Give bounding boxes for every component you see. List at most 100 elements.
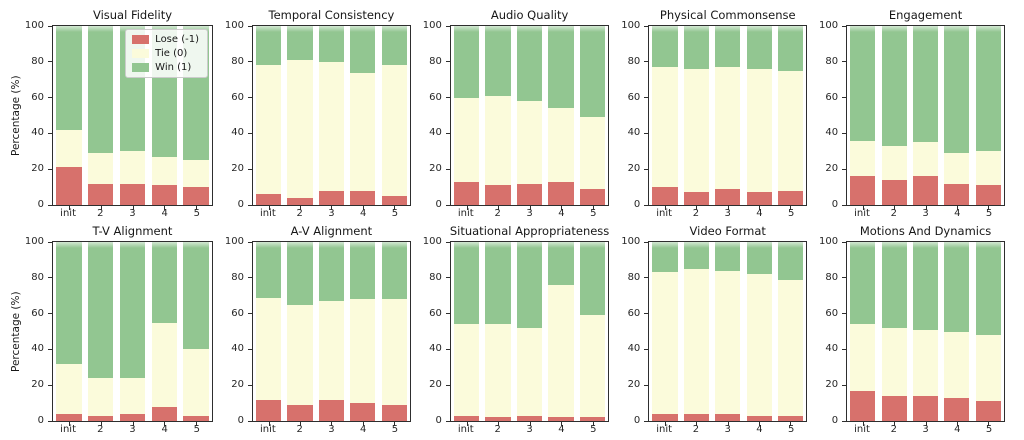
segment-tie — [944, 153, 970, 184]
bar-4 — [548, 242, 574, 421]
segment-lose — [652, 413, 678, 421]
segment-win — [912, 242, 939, 330]
x-tick-label: 5 — [788, 424, 795, 435]
bar-2 — [881, 242, 907, 421]
segment-win — [485, 242, 511, 325]
segment-win — [850, 242, 876, 325]
y-tick-label: 0 — [831, 415, 839, 426]
x-tick-mark — [759, 206, 761, 210]
segment-win — [746, 26, 772, 69]
segment-lose — [912, 176, 939, 205]
bar-5 — [381, 242, 407, 421]
plot-area: Percentage (%) 0 20 40 60 80 100 Lose (-1) Tie (… — [10, 20, 213, 210]
x-tick-mark — [759, 422, 761, 426]
x-tick-label: 3 — [922, 208, 929, 219]
y-tick-label: 40 — [429, 343, 442, 355]
segment-tie — [381, 299, 407, 405]
segment-lose — [746, 192, 772, 205]
bar-5 — [777, 26, 804, 205]
x-tick-mark — [164, 422, 166, 426]
segment-tie — [516, 101, 543, 184]
y-tick-mark — [842, 277, 847, 279]
x-tick-mark — [132, 206, 134, 210]
bar-2 — [485, 242, 511, 421]
x-tick-label: 5 — [788, 208, 795, 219]
subplot-audio-quality: Audio Quality 0 20 40 60 80 100 init 2 3 4 5 — [420, 6, 618, 222]
segment-win — [151, 242, 177, 323]
segment-win — [318, 242, 344, 302]
x-tick-mark — [196, 422, 198, 426]
bars-group — [451, 26, 608, 205]
segment-tie — [318, 301, 344, 400]
x-tick-mark — [790, 206, 792, 210]
y-tick-mark — [48, 204, 52, 206]
segment-lose — [318, 190, 344, 205]
x-tick-mark — [466, 206, 468, 210]
segment-tie — [579, 315, 606, 418]
y-tick-label: 0 — [237, 415, 244, 426]
y-tick-label: 80 — [231, 271, 244, 283]
segment-win — [350, 242, 376, 300]
segment-win — [683, 26, 709, 69]
y-tick-mark — [445, 132, 450, 134]
y-tick-label: 40 — [31, 343, 44, 355]
bars-group — [253, 26, 410, 205]
x-tick-label: 3 — [328, 208, 335, 219]
x-tick-mark — [498, 422, 500, 426]
segment-tie — [548, 108, 574, 182]
segment-tie — [56, 363, 82, 414]
bar-4 — [350, 26, 376, 205]
bars-group — [53, 26, 212, 205]
chart-title: Visual Fidelity — [92, 8, 173, 22]
segment-tie — [350, 72, 376, 191]
x-tick-mark — [68, 206, 70, 210]
segment-tie — [683, 68, 709, 193]
y-tick-label: 40 — [429, 127, 442, 139]
segment-lose — [151, 406, 177, 421]
segment-lose — [746, 415, 772, 421]
segment-lose — [579, 188, 606, 205]
y-tick-mark — [248, 132, 252, 134]
segment-win — [516, 26, 543, 102]
bars-group — [649, 242, 806, 421]
y-tick-mark — [248, 204, 252, 206]
bar-init — [850, 26, 876, 205]
x-axis-labels: init 2 3 4 5 — [450, 422, 609, 438]
segment-lose — [652, 187, 678, 205]
x-tick-mark — [268, 422, 270, 426]
subplot-situational-appropriateness: Situational Appropriateness 0 20 40 60 80 100 i… — [420, 222, 618, 438]
x-axis-labels: init 2 3 4 5 — [252, 206, 411, 222]
subplot-engagement: Engagement 0 20 40 60 80 100 init 2 3 4 5 — [816, 6, 1014, 222]
bars-group — [253, 242, 410, 421]
y-tick-mark — [48, 420, 52, 422]
segment-win — [256, 26, 282, 66]
y-tick-mark — [248, 384, 252, 386]
segment-lose — [975, 401, 1001, 421]
y-tick-label: 100 — [422, 20, 442, 31]
segment-tie — [87, 378, 114, 416]
bar-3 — [119, 242, 146, 421]
segment-win — [850, 26, 876, 141]
segment-lose — [381, 196, 407, 205]
y-tick-label: 80 — [627, 55, 641, 67]
bar-2 — [87, 26, 114, 205]
y-tick-label: 100 — [819, 236, 839, 247]
x-tick-mark — [988, 206, 990, 210]
segment-lose — [579, 417, 606, 421]
segment-tie — [87, 153, 114, 184]
y-tick-label: 40 — [627, 343, 641, 355]
segment-win — [453, 242, 480, 325]
y-tick-label: 80 — [429, 271, 442, 283]
x-tick-mark — [394, 206, 396, 210]
y-tick-label: 0 — [435, 199, 442, 210]
segment-lose — [183, 415, 209, 421]
y-tick-label: 20 — [627, 163, 641, 175]
x-axis-labels: init 2 3 4 5 — [846, 422, 1005, 438]
segment-lose — [715, 413, 741, 421]
bar-3 — [912, 242, 939, 421]
y-tick-label: 20 — [627, 379, 641, 391]
segment-lose — [975, 185, 1001, 205]
y-tick-label: 20 — [231, 163, 244, 175]
segment-lose — [777, 415, 803, 421]
x-tick-label: 5 — [590, 208, 597, 219]
